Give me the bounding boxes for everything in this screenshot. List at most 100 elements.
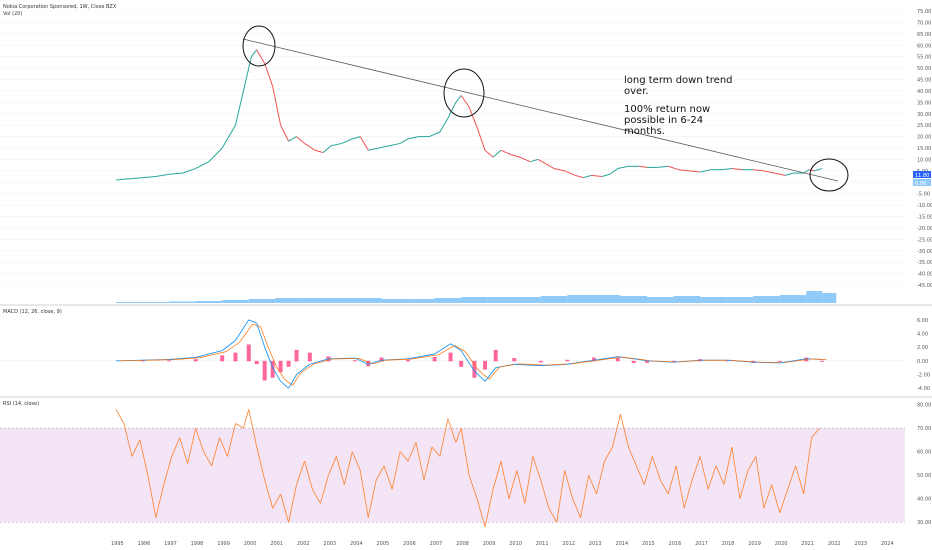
year-tick-label: 2008	[456, 541, 469, 547]
price-segment	[638, 165, 648, 168]
rsi-line-segment	[651, 456, 661, 481]
signal-line-segment	[119, 359, 147, 362]
rsi-tick-label: 80.00	[917, 403, 931, 409]
volume-bar	[540, 296, 568, 303]
signal-line-segment	[372, 359, 386, 365]
macd-histogram-bar	[432, 357, 437, 362]
price-segment	[492, 149, 502, 158]
macd-line-segment	[221, 339, 236, 351]
signal-line-segment	[438, 345, 455, 355]
macd-line-segment	[779, 358, 807, 364]
volume-bar	[142, 302, 170, 303]
rsi-line-segment	[564, 470, 574, 499]
price-segment	[280, 124, 290, 142]
signal-line-segment	[300, 363, 315, 374]
price-segment	[519, 156, 531, 163]
price-segment	[314, 149, 324, 154]
price-tick-label: -5.00	[917, 192, 930, 198]
macd-histogram-bar	[220, 355, 225, 362]
rsi-line-segment	[203, 451, 212, 467]
macd-histogram-bar	[483, 360, 488, 370]
rsi-line-segment	[667, 465, 677, 495]
macd-line-segment	[407, 353, 435, 360]
rsi-line-segment	[243, 409, 250, 429]
price-segment	[352, 136, 361, 140]
macd-histogram-bar	[645, 360, 649, 363]
price-segment	[617, 165, 629, 170]
macd-label: MACD (12, 26, close, 9)	[3, 309, 62, 315]
price-segment	[468, 106, 478, 128]
rsi-line-segment	[235, 423, 244, 429]
rsi-line-segment	[131, 439, 141, 457]
signal-line-segment	[597, 356, 622, 361]
rsi-line-segment	[787, 465, 797, 490]
rsi-line-segment	[707, 465, 717, 490]
rsi-line-segment	[383, 465, 393, 490]
macd-histogram-bar	[352, 360, 357, 362]
signal-line-segment	[488, 366, 500, 380]
price-tick-label: 40.00	[917, 89, 931, 95]
rsi-line-segment	[328, 456, 337, 476]
rsi-line-segment	[335, 456, 345, 485]
price-segment	[537, 158, 547, 165]
price-segment	[678, 169, 690, 172]
rsi-line-segment	[455, 428, 462, 443]
price-tick-label: 60.00	[917, 43, 931, 49]
rsi-line-segment	[447, 418, 457, 443]
price-segment	[330, 142, 342, 147]
year-tick-label: 2014	[615, 541, 628, 547]
price-segment	[808, 169, 815, 172]
price-pane	[115, 49, 823, 181]
price-segment	[378, 145, 390, 149]
price-tick-label: 75.00	[917, 9, 931, 15]
macd-histogram-bar	[294, 349, 299, 362]
macd-histogram-bar	[591, 357, 596, 362]
rsi-axis: 80.00 70.00 60.00 50.00 40.00 30.00	[917, 403, 931, 527]
rsi-line-segment	[628, 446, 637, 466]
macd-line-segment	[514, 363, 541, 367]
price-tick-label: 65.00	[917, 32, 931, 38]
macd-tick-label: 6.00	[917, 318, 928, 324]
circle-2021-breakout[interactable]	[809, 158, 849, 192]
signal-line-segment	[260, 326, 270, 349]
price-segment	[721, 168, 733, 171]
price-tick-label: 30.00	[917, 112, 931, 118]
rsi-line-segment	[699, 456, 709, 490]
macd-histogram-bar	[246, 344, 251, 362]
volume-bar	[328, 298, 355, 303]
volume-bar	[301, 298, 329, 303]
macd-line-segment	[195, 350, 223, 358]
volume-indicator-label: Vol (20)	[3, 11, 22, 17]
signal-line-segment	[544, 363, 572, 366]
rsi-line-segment	[715, 465, 725, 485]
macd-line-segment	[256, 323, 266, 348]
macd-line-segment	[264, 347, 274, 368]
price-segment	[731, 168, 743, 171]
circle-2008-peak[interactable]	[443, 68, 485, 118]
price-segment	[296, 136, 305, 144]
signal-line-segment	[518, 363, 545, 366]
rsi-line-segment	[359, 470, 369, 518]
rsi-line-segment	[548, 507, 558, 523]
rsi-tick-label: 50.00	[917, 473, 931, 479]
rsi-line-segment	[407, 442, 417, 462]
rsi-line-segment	[399, 451, 409, 462]
downtrend-line[interactable]	[242, 38, 839, 182]
time-axis: 1995 1996 1997 1998 1999 2000 2001 2002 2003 2004…	[111, 541, 894, 547]
year-tick-label: 2019	[748, 541, 761, 547]
signal-line-segment	[332, 358, 359, 360]
rsi-line-segment	[508, 470, 518, 499]
macd-histogram-bar	[565, 359, 570, 362]
note-line-2: over.	[624, 86, 649, 97]
volume-bar	[434, 298, 462, 303]
macd-tick-label: 0.00	[917, 359, 928, 365]
year-tick-label: 2002	[297, 541, 310, 547]
price-segment	[407, 136, 419, 140]
year-tick-label: 2009	[483, 541, 496, 547]
rsi-line-segment	[431, 446, 441, 457]
circle-2000-peak[interactable]	[242, 25, 276, 67]
rsi-pane	[0, 409, 905, 528]
price-tick-label: 45.00	[917, 78, 931, 84]
price-segment	[389, 142, 401, 147]
